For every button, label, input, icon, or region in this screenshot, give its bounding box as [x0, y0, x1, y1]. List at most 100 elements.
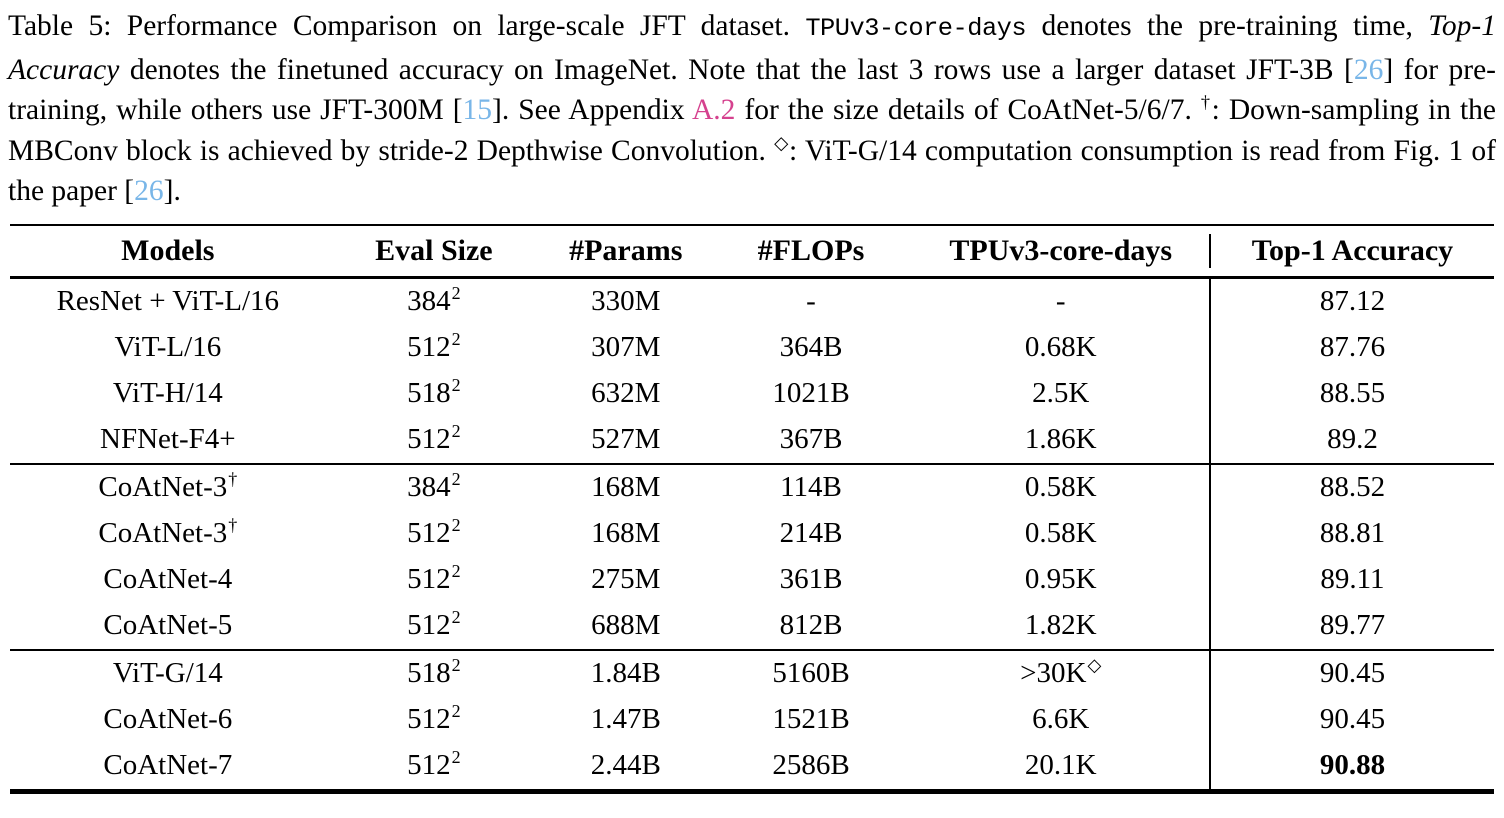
cell-tpu-core-days: - [1055, 285, 1066, 317]
cell-params: 307M [591, 331, 661, 363]
cell-eval-size: 512 2 [407, 607, 461, 641]
cell-top1-accuracy: 88.55 [1208, 370, 1494, 417]
caption-text-segment: for the size details of CoAtNet-5/6/7. [735, 94, 1201, 126]
cell-flops: 1021B [772, 377, 850, 409]
cell-tpu-core-days: 2.5K [1032, 377, 1090, 409]
cell-eval-size: 518 2 [407, 655, 461, 689]
citation-link[interactable]: A.2 [692, 94, 736, 126]
column-header-models: Models [121, 233, 215, 267]
table-body: ResNet + ViT-L/16 384 2 330M - - 87.12 ViT-L/16… [10, 278, 1494, 789]
cell-top1-accuracy: 88.52 [1208, 464, 1494, 511]
table-row: CoAtNet-3 † 384 2 168M 114B 0.58K 88.52 [10, 464, 1494, 511]
table-row: ResNet + ViT-L/16 384 2 330M - - 87.12 [10, 278, 1494, 325]
cell-tpu-core-days: 0.68K [1024, 331, 1097, 363]
caption-text-segment: † [1200, 92, 1212, 113]
cell-top1-accuracy: 90.45 [1208, 696, 1494, 743]
table-row: CoAtNet-7 512 2 2.44B 2586B 20.1K 90.88 [10, 742, 1494, 789]
cell-tpu-core-days: 1.86K [1024, 423, 1097, 455]
cell-eval-size: 518 2 [407, 375, 461, 409]
caption-text-segment: : Down-sampling in the MBConv block is a… [8, 94, 1497, 167]
table-row: ViT-G/14 518 2 1.84B 5160B >30K ◇ 90.45 [10, 650, 1494, 697]
cell-model: CoAtNet-7 [103, 749, 233, 781]
caption-text-segment: ]. See Appendix [492, 94, 692, 126]
cell-eval-size: 384 2 [407, 469, 461, 503]
table-row: CoAtNet-4 512 2 275M 361B 0.95K 89.11 [10, 556, 1494, 603]
table-row-group: ResNet + ViT-L/16 384 2 330M - - 87.12 ViT-L/16… [10, 278, 1494, 465]
cell-flops: 364B [779, 331, 843, 363]
cell-top1-accuracy: 89.11 [1208, 556, 1494, 603]
table-row: CoAtNet-5 512 2 688M 812B 1.82K 89.77 [10, 602, 1494, 649]
table-caption: Table 5: Performance Comparison on large… [8, 6, 1496, 212]
caption-text-segment: TPUv3-core-days [805, 14, 1027, 43]
cell-tpu-core-days: 20.1K [1024, 749, 1097, 781]
table-row-group: ViT-G/14 518 2 1.84B 5160B >30K ◇ 90.45 CoAtNet-… [10, 650, 1494, 789]
column-header--params: #Params [569, 233, 683, 267]
cell-top1-accuracy: 88.81 [1208, 510, 1494, 557]
cell-model: ResNet + ViT-L/16 [56, 285, 280, 317]
cell-flops: 5160B [772, 657, 850, 689]
cell-flops: - [806, 285, 816, 317]
cell-params: 688M [591, 609, 661, 641]
caption-text-segment: denotes the finetuned accuracy on ImageN… [119, 53, 1354, 86]
table-header-row: Models Eval Size #Params #FLOPs TPUv3-core-d… [10, 226, 1494, 279]
table-row: ViT-H/14 518 2 632M 1021B 2.5K 88.55 [10, 370, 1494, 417]
cell-flops: 114B [780, 471, 842, 503]
cell-eval-size: 512 2 [407, 421, 461, 455]
cell-flops: 812B [779, 609, 843, 641]
table-row: CoAtNet-3 † 512 2 168M 214B 0.58K 88.81 [10, 510, 1494, 557]
cell-params: 168M [591, 471, 661, 503]
cell-tpu-core-days: 0.58K [1024, 517, 1097, 549]
cell-eval-size: 512 2 [407, 561, 461, 595]
citation-link[interactable]: 26 [1353, 53, 1384, 86]
caption-text-segment: Top-1 Accuracy [8, 10, 1496, 86]
cell-tpu-core-days: 0.58K [1024, 471, 1097, 503]
cell-eval-size: 512 2 [407, 701, 461, 735]
cell-tpu-core-days: >30K ◇ [1020, 655, 1102, 689]
cell-model: CoAtNet-3 † [98, 515, 238, 549]
cell-top1-accuracy: 89.2 [1208, 416, 1494, 463]
cell-flops: 367B [779, 423, 843, 455]
cell-tpu-core-days: 0.95K [1024, 563, 1097, 595]
cell-params: 275M [591, 563, 661, 595]
cell-params: 632M [591, 377, 661, 409]
caption-text-segment: : ViT-G/14 computation consumption is re… [8, 134, 1496, 208]
cell-model: ViT-L/16 [114, 331, 222, 363]
cell-eval-size: 512 2 [407, 515, 461, 549]
cell-params: 1.84B [590, 657, 661, 689]
cell-top1-accuracy: 90.45 [1208, 650, 1494, 697]
cell-model: CoAtNet-3 † [98, 469, 238, 503]
citation-link[interactable]: 26 [134, 175, 164, 207]
cell-model: ViT-H/14 [112, 377, 223, 409]
table-row: ViT-L/16 512 2 307M 364B 0.68K 87.76 [10, 324, 1494, 371]
results-table: Models Eval Size #Params #FLOPs TPUv3-core-d… [10, 223, 1494, 794]
table-row: CoAtNet-6 512 2 1.47B 1521B 6.6K 90.45 [10, 696, 1494, 743]
cell-model: NFNet-F4+ [100, 423, 236, 455]
cell-model: CoAtNet-4 [103, 563, 233, 595]
column-header-eval-size: Eval Size [375, 233, 493, 267]
cell-top1-accuracy: 90.88 [1208, 742, 1494, 789]
paper-page: Table 5: Performance Comparison on large… [0, 6, 1504, 794]
cell-eval-size: 512 2 [407, 747, 461, 781]
cell-params: 168M [591, 517, 661, 549]
cell-top1-accuracy: 89.77 [1208, 602, 1494, 649]
cell-top1-accuracy: 87.76 [1208, 324, 1494, 371]
column-header--flops: #FLOPs [757, 233, 865, 267]
cell-model: CoAtNet-5 [103, 609, 233, 641]
cell-flops: 214B [779, 517, 843, 549]
cell-params: 1.47B [590, 703, 661, 735]
cell-flops: 2586B [772, 749, 850, 781]
cell-tpu-core-days: 1.82K [1024, 609, 1097, 641]
cell-params: 2.44B [590, 749, 661, 781]
cell-params: 330M [591, 285, 661, 317]
caption-text-segment: denotes the pre-training time, [1026, 10, 1429, 42]
cell-model: ViT-G/14 [112, 657, 223, 689]
cell-top1-accuracy: 87.12 [1208, 278, 1494, 325]
cell-tpu-core-days: 6.6K [1032, 703, 1090, 735]
caption-text-segment: ◇ [774, 132, 789, 153]
cell-eval-size: 384 2 [407, 283, 461, 317]
caption-text-segment: ] for pre-training, while others use JFT… [8, 53, 1496, 127]
table-row-group: CoAtNet-3 † 384 2 168M 114B 0.58K 88.52 CoAtNet-… [10, 464, 1494, 651]
table-row: NFNet-F4+ 512 2 527M 367B 1.86K 89.2 [10, 416, 1494, 463]
caption-text-segment: ]. [163, 175, 181, 207]
citation-link[interactable]: 15 [462, 94, 493, 126]
